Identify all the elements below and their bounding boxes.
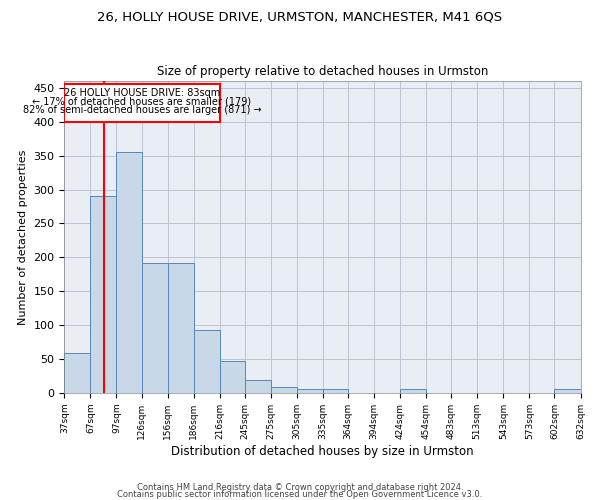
Bar xyxy=(91,196,116,393)
Bar xyxy=(116,152,142,393)
Title: Size of property relative to detached houses in Urmston: Size of property relative to detached ho… xyxy=(157,66,488,78)
Bar xyxy=(142,264,167,393)
Bar xyxy=(64,353,91,393)
Bar xyxy=(194,330,220,393)
Bar xyxy=(297,390,323,393)
Text: 82% of semi-detached houses are larger (871) →: 82% of semi-detached houses are larger (… xyxy=(23,106,262,116)
Text: 26 HOLLY HOUSE DRIVE: 83sqm: 26 HOLLY HOUSE DRIVE: 83sqm xyxy=(64,88,220,98)
Bar xyxy=(167,264,194,393)
Y-axis label: Number of detached properties: Number of detached properties xyxy=(18,150,28,324)
Bar xyxy=(400,390,426,393)
Bar xyxy=(220,361,245,393)
Bar xyxy=(64,84,220,122)
Bar xyxy=(271,386,297,393)
Text: 26, HOLLY HOUSE DRIVE, URMSTON, MANCHESTER, M41 6QS: 26, HOLLY HOUSE DRIVE, URMSTON, MANCHEST… xyxy=(97,10,503,23)
Text: Contains HM Land Registry data © Crown copyright and database right 2024.: Contains HM Land Registry data © Crown c… xyxy=(137,484,463,492)
X-axis label: Distribution of detached houses by size in Urmston: Distribution of detached houses by size … xyxy=(171,444,474,458)
Text: ← 17% of detached houses are smaller (179): ← 17% of detached houses are smaller (17… xyxy=(32,96,251,106)
Bar xyxy=(323,390,348,393)
Bar xyxy=(245,380,271,393)
Text: Contains public sector information licensed under the Open Government Licence v3: Contains public sector information licen… xyxy=(118,490,482,499)
Bar xyxy=(554,390,581,393)
